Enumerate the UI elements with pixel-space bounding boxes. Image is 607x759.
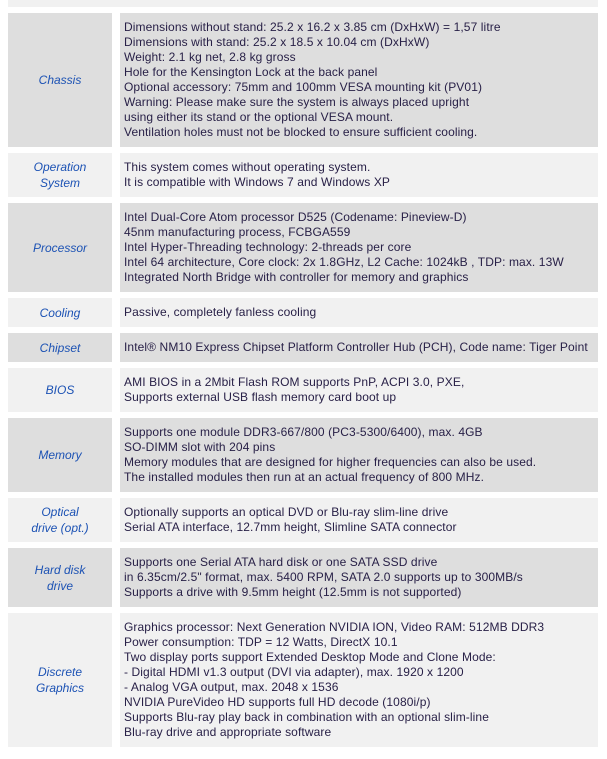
spec-details: Supports one module DDR3-667/800 (PC3-53… bbox=[120, 418, 598, 492]
spec-category-label: Processor bbox=[8, 203, 112, 292]
spec-row-discrete-graphics: Discrete Graphics Graphics processor: Ne… bbox=[8, 613, 598, 747]
spec-row-bios: BIOS AMI BIOS in a 2Mbit Flash ROM suppo… bbox=[8, 368, 598, 412]
spec-category-label: Operation System bbox=[8, 153, 112, 197]
spec-category-label: Chassis bbox=[8, 13, 112, 147]
spec-category-label: Discrete Graphics bbox=[8, 613, 112, 747]
spec-details: AMI BIOS in a 2Mbit Flash ROM supports P… bbox=[120, 368, 598, 412]
spec-row-hard-disk-drive: Hard disk drive Supports one Serial ATA … bbox=[8, 548, 598, 607]
spec-category-label: Optical drive (opt.) bbox=[8, 498, 112, 542]
spec-row-memory: Memory Supports one module DDR3-667/800 … bbox=[8, 418, 598, 492]
spec-category-label: Memory bbox=[8, 418, 112, 492]
spec-row-operation-system: Operation System This system comes witho… bbox=[8, 153, 598, 197]
spec-row-chipset: Chipset Intel® NM10 Express Chipset Plat… bbox=[8, 333, 598, 362]
spec-category-label: BIOS bbox=[8, 368, 112, 412]
spec-details: Intel Dual-Core Atom processor D525 (Cod… bbox=[120, 203, 598, 292]
spec-details: Optionally supports an optical DVD or Bl… bbox=[120, 498, 598, 542]
spec-category-label: Chipset bbox=[8, 333, 112, 362]
spec-details: Passive, completely fanless cooling bbox=[120, 298, 598, 327]
spec-row-cooling: Cooling Passive, completely fanless cool… bbox=[8, 298, 598, 327]
spec-row-processor: Processor Intel Dual-Core Atom processor… bbox=[8, 203, 598, 292]
spec-row-chassis: Chassis Dimensions without stand: 25.2 x… bbox=[8, 13, 598, 147]
spec-details: Intel® NM10 Express Chipset Platform Con… bbox=[120, 333, 598, 362]
spec-details: This system comes without operating syst… bbox=[120, 153, 598, 197]
spec-details: Graphics processor: Next Generation NVID… bbox=[120, 613, 598, 747]
spec-category-label: Cooling bbox=[8, 298, 112, 327]
table-top-edge-sliver bbox=[8, 0, 598, 7]
spec-row-optical-drive: Optical drive (opt.) Optionally supports… bbox=[8, 498, 598, 542]
spec-category-label: Hard disk drive bbox=[8, 548, 112, 607]
spec-details: Dimensions without stand: 25.2 x 16.2 x … bbox=[120, 13, 598, 147]
spec-details: Supports one Serial ATA hard disk or one… bbox=[120, 548, 598, 607]
